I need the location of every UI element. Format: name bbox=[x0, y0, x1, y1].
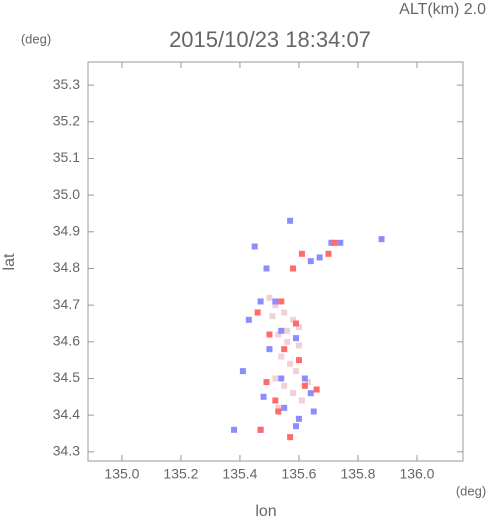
data-cell bbox=[290, 390, 297, 397]
data-cell bbox=[275, 408, 282, 415]
y-tick-label: 34.8 bbox=[53, 259, 80, 275]
data-cell bbox=[266, 346, 273, 353]
data-cell bbox=[316, 254, 323, 261]
data-cell bbox=[290, 265, 297, 272]
y-axis-label: lat bbox=[1, 253, 18, 270]
data-cell bbox=[260, 393, 267, 400]
data-cell bbox=[275, 404, 282, 411]
x-tick-label: 135.0 bbox=[104, 466, 139, 482]
y-tick-label: 35.3 bbox=[53, 76, 80, 92]
data-cell bbox=[263, 379, 270, 386]
data-cell bbox=[337, 239, 344, 246]
data-cell bbox=[278, 375, 285, 382]
y-tick-label: 35.1 bbox=[53, 149, 80, 165]
data-cell bbox=[272, 375, 279, 382]
data-cell bbox=[287, 434, 294, 441]
data-cell bbox=[378, 236, 385, 243]
data-cell bbox=[307, 258, 314, 265]
data-cell bbox=[263, 265, 270, 272]
data-cell bbox=[257, 298, 264, 305]
data-cell bbox=[290, 316, 297, 323]
data-cell bbox=[293, 335, 300, 342]
x-axis-label: lon bbox=[255, 503, 276, 520]
data-cell bbox=[313, 386, 320, 393]
data-cell bbox=[293, 368, 300, 375]
data-cell bbox=[281, 404, 288, 411]
data-cell bbox=[272, 298, 279, 305]
data-cell bbox=[281, 382, 288, 389]
x-tick-label: 136.0 bbox=[399, 466, 434, 482]
y-tick-label: 34.7 bbox=[53, 296, 80, 312]
data-cell bbox=[287, 217, 294, 224]
data-cell bbox=[287, 360, 294, 367]
y-tick-label: 34.9 bbox=[53, 222, 80, 238]
y-tick-label: 34.5 bbox=[53, 369, 80, 385]
y-tick-label: 35.0 bbox=[53, 186, 80, 202]
data-cell bbox=[307, 390, 314, 397]
data-cell bbox=[278, 353, 285, 360]
x-tick-label: 135.8 bbox=[340, 466, 375, 482]
y-unit: (deg) bbox=[21, 31, 51, 46]
chart-title: 2015/10/23 18:34:07 bbox=[169, 27, 371, 52]
data-cell bbox=[301, 375, 308, 382]
x-tick-label: 135.4 bbox=[222, 466, 257, 482]
data-cell bbox=[301, 382, 308, 389]
data-cell bbox=[278, 327, 285, 334]
x-tick-label: 135.6 bbox=[281, 466, 316, 482]
data-cell bbox=[272, 302, 279, 309]
data-cell bbox=[325, 250, 332, 257]
data-cell bbox=[310, 408, 317, 415]
y-tick-label: 34.6 bbox=[53, 333, 80, 349]
data-cell bbox=[295, 342, 302, 349]
x-tick-label: 135.2 bbox=[163, 466, 198, 482]
data-cell bbox=[266, 331, 273, 338]
data-cell bbox=[295, 324, 302, 331]
data-cell bbox=[272, 397, 279, 404]
data-cell bbox=[245, 316, 252, 323]
data-cell bbox=[293, 320, 300, 327]
data-cell bbox=[284, 327, 291, 334]
data-cell bbox=[293, 423, 300, 430]
data-cell bbox=[269, 313, 276, 320]
data-cell bbox=[298, 250, 305, 257]
data-cell bbox=[251, 243, 258, 250]
x-unit: (deg) bbox=[456, 483, 486, 498]
data-cell bbox=[278, 298, 285, 305]
data-cell bbox=[275, 331, 282, 338]
plot-frame bbox=[87, 61, 464, 462]
data-cell bbox=[231, 426, 238, 433]
data-cell bbox=[295, 415, 302, 422]
y-tick-label: 34.3 bbox=[53, 443, 80, 459]
data-cell bbox=[239, 368, 246, 375]
data-cell bbox=[284, 338, 291, 345]
data-cell bbox=[298, 397, 305, 404]
data-cell bbox=[281, 309, 288, 316]
data-cell bbox=[304, 379, 311, 386]
chart-subtitle: ALT(km) 2.0 bbox=[399, 1, 486, 18]
data-cell bbox=[266, 294, 273, 301]
y-tick-label: 35.2 bbox=[53, 112, 80, 128]
y-tick-label: 34.4 bbox=[53, 406, 80, 422]
data-cell bbox=[281, 346, 288, 353]
data-cell bbox=[257, 426, 264, 433]
data-cell bbox=[295, 357, 302, 364]
data-cell bbox=[254, 309, 261, 316]
data-cell bbox=[331, 239, 338, 246]
